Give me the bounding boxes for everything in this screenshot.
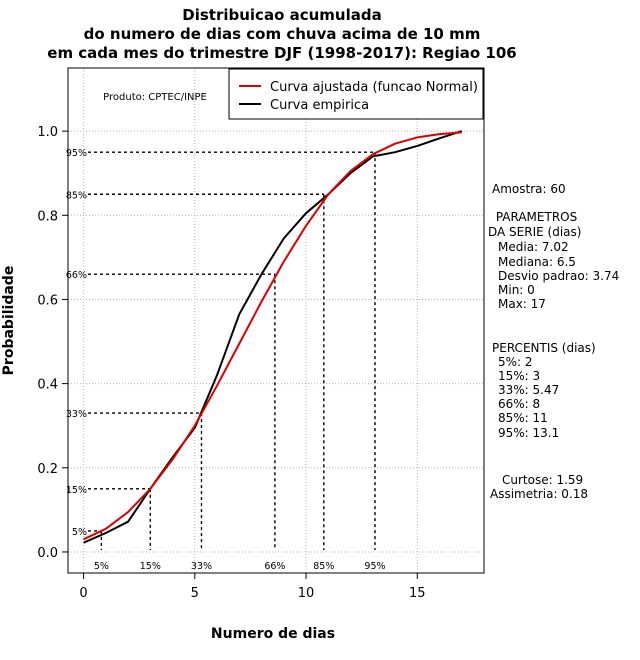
stat-assimetria: Assimetria: 0.18 <box>490 487 589 501</box>
stat-param-title-1: PARAMETROS <box>492 210 578 224</box>
legend-box <box>228 68 484 120</box>
data-series <box>83 130 463 544</box>
percentile-x-label: 5% <box>94 561 109 572</box>
percentile-y-label: 95% <box>66 148 87 159</box>
stat-media: Media: 7.02 <box>498 240 569 254</box>
legend-label: Curva empirica <box>270 98 369 113</box>
y-tick-label: 0.4 <box>37 378 58 393</box>
chart-title-line: em cada mes do trimestre DJF (1998-2017)… <box>47 44 516 62</box>
stat-p95: 95%: 13.1 <box>498 426 560 440</box>
fitted-curve <box>83 131 462 541</box>
stat-mediana: Mediana: 6.5 <box>498 255 576 269</box>
percentile-x-label: 33% <box>191 561 212 572</box>
chart-title-line: do numero de dias com chuva acima de 10 … <box>84 25 481 43</box>
x-tick-label: 15 <box>409 586 426 601</box>
stat-desvio: Desvio padrao: 3.74 <box>498 269 620 283</box>
legend: Curva ajustada (funcao Normal) Curva empi… <box>228 68 484 120</box>
x-tick-label: 0 <box>79 586 87 601</box>
stat-percentis-title: PERCENTIS (dias) <box>492 341 596 355</box>
percentile-x-label: 95% <box>364 561 385 572</box>
product-label: Produto: CPTEC/INPE <box>103 92 207 103</box>
percentile-y-label: 66% <box>66 270 87 281</box>
stat-param-title-2: DA SERIE (dias) <box>488 225 582 239</box>
stat-p15: 15%: 3 <box>498 369 541 383</box>
percentile-y-label: 33% <box>66 409 87 420</box>
percentile-y-label: 5% <box>72 527 87 538</box>
y-tick-label: 1.0 <box>37 125 58 140</box>
percentile-y-label: 85% <box>66 190 87 201</box>
y-axis-label: Probabilidade <box>1 266 17 376</box>
stat-min: Min: 0 <box>498 283 535 297</box>
percentile-x-label: 66% <box>264 561 285 572</box>
x-tick-label: 5 <box>191 586 199 601</box>
stat-p5: 5%: 2 <box>498 355 533 369</box>
legend-label: Curva ajustada (funcao Normal) <box>270 80 478 95</box>
percentile-y-label: 15% <box>66 485 87 496</box>
stat-p66: 66%: 8 <box>498 397 541 411</box>
y-tick-label: 0.2 <box>37 462 58 477</box>
stat-p33: 33%: 5.47 <box>498 383 560 397</box>
stat-amostra: Amostra: 60 <box>492 182 566 196</box>
chart-title-line: Distribuicao acumulada <box>182 6 381 24</box>
percentile-x-label: 15% <box>140 561 161 572</box>
stat-curtose: Curtose: 1.59 <box>502 473 584 487</box>
stat-max: Max: 17 <box>498 297 546 311</box>
percentile-markers: 5% 5% 15% 15% 33% 33% 66% 66% 85% 85% 95% 95% <box>66 148 386 572</box>
empirical-curve <box>83 130 463 544</box>
x-axis-label: Numero de dias <box>211 626 335 642</box>
axes: 0 5 10 15 0.0 0.2 0.4 0.6 0.8 1.0 Numero de dias Pr… <box>1 125 426 642</box>
y-tick-label: 0.6 <box>37 293 58 308</box>
plot-frame <box>67 67 485 574</box>
y-tick-label: 0.8 <box>37 209 58 224</box>
y-tick-label: 0.0 <box>37 546 58 561</box>
stat-p85: 85%: 11 <box>498 411 548 425</box>
x-tick-label: 10 <box>298 586 315 601</box>
percentile-x-label: 85% <box>313 561 334 572</box>
